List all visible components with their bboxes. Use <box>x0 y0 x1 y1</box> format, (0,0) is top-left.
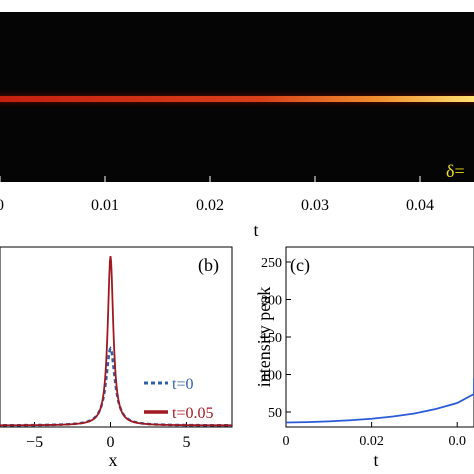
panel-b-xlabel: x <box>109 450 118 470</box>
panel-a-tick-label: 0.03 <box>301 197 329 214</box>
panel-a-tick-label: 0 <box>0 197 4 214</box>
series-line-peak <box>285 378 474 424</box>
panel-c-xtick-label: 0.0 <box>448 434 466 449</box>
panel-c: 50 100 150 200 250 0 0.02 0.0 (c) intensity pe… <box>254 246 474 470</box>
panel-a-xlabel: t <box>253 220 258 240</box>
panel-c-ytick-label: 50 <box>268 406 282 421</box>
panel-c-y-ticks: 50 100 150 200 250 <box>261 256 291 421</box>
panel-c-ytick-label: 250 <box>261 256 282 271</box>
panel-a-tick-label: 0.04 <box>406 197 434 214</box>
panel-b-tick-label: 0 <box>107 434 115 451</box>
panel-c-ytick-label: 100 <box>261 369 282 384</box>
panel-c-x-ticks: 0 0.02 0.0 <box>283 422 466 449</box>
panel-a-x-ticks: 0 0.01 0.02 0.03 0.04 <box>0 176 434 214</box>
panel-c-frame <box>285 246 474 428</box>
panel-c-ytick-label: 200 <box>261 294 282 309</box>
panel-b-tick-label: 5 <box>182 434 190 451</box>
panel-b-legend: t=0 t=0.05 <box>144 376 213 422</box>
panel-a: δ= 0 0.01 0.02 0.03 0.04 t <box>0 12 474 240</box>
panel-c-ytick-label: 150 <box>261 331 282 346</box>
panel-c-xtick-label: 0.02 <box>359 434 384 449</box>
panel-b-label: (b) <box>198 255 219 276</box>
series-line-t005 <box>0 256 232 427</box>
panel-b-tick-label: −5 <box>26 434 43 451</box>
panel-b-x-ticks: −5 0 5 <box>26 422 190 451</box>
panel-c-xlabel: t <box>373 450 378 470</box>
legend-label-t005: t=0.05 <box>172 405 213 422</box>
heatmap-annotation: δ= <box>446 161 465 181</box>
heatmap-beam <box>0 96 474 102</box>
panel-b: −5 0 5 (b) t=0 t=0.05 x <box>0 246 233 470</box>
panel-a-tick-label: 0.02 <box>196 197 224 214</box>
panel-c-ylabel: intensity peak <box>254 287 274 387</box>
panel-c-label: (c) <box>290 255 310 276</box>
panel-a-tick-label: 0.01 <box>91 197 119 214</box>
panel-c-xtick-label: 0 <box>283 434 290 449</box>
legend-label-t0: t=0 <box>172 376 193 393</box>
panel-b-frame <box>0 246 233 428</box>
